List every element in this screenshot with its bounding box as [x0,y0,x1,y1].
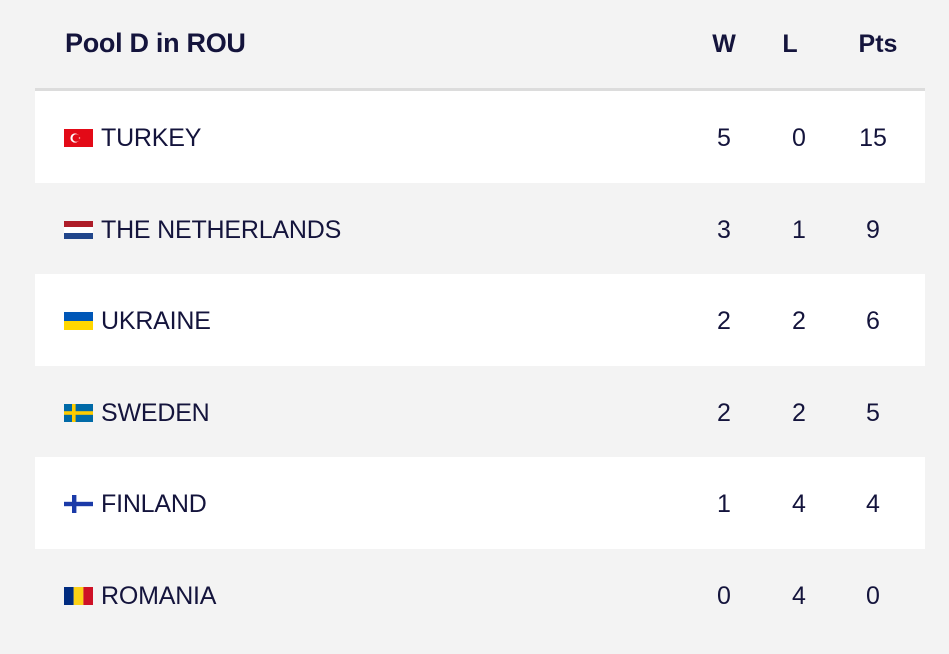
wins-value: 1 [717,490,731,519]
team-name: TURKEY [101,124,202,152]
romania-flag-icon [64,586,93,605]
team-name: THE NETHERLANDS [101,215,342,244]
wins-value: 3 [717,215,731,244]
points-value: 5 [866,398,880,427]
losses-value: 2 [792,398,806,427]
ukraine-flag-icon [64,312,93,331]
points-value: 0 [866,581,880,610]
team-rows: TURKEY 5 0 15 THE NETHERLANDS 3 1 9 [35,91,925,641]
team-name: ROMANIA [101,581,217,610]
table-row: THE NETHERLANDS 3 1 9 [35,182,925,275]
team-name: SWEDEN [101,398,210,427]
points-value: 4 [866,490,880,519]
losses-value: 1 [792,215,806,244]
points-value: 6 [866,307,880,336]
table-row: ROMANIA 0 4 0 [35,548,925,641]
losses-value: 0 [792,124,806,152]
table-row: UKRAINE 2 2 6 [35,274,925,366]
losses-value: 4 [792,490,806,519]
losses-value: 2 [792,307,806,336]
turkey-flag-icon [64,129,93,147]
losses-column-header: L [782,30,798,58]
finland-flag-icon [64,495,93,514]
team-name: UKRAINE [101,307,211,336]
table-header: Pool D in ROU W L Pts [35,0,925,91]
points-value: 15 [859,124,887,152]
pool-title: Pool D in ROU [65,28,246,58]
sweden-flag-icon [64,403,93,422]
wins-value: 2 [717,398,731,427]
table-row: FINLAND 1 4 4 [35,457,925,549]
netherlands-flag-icon [64,220,93,239]
wins-column-header: W [712,30,736,58]
wins-value: 5 [717,124,731,152]
wins-value: 2 [717,307,731,336]
points-column-header: Pts [858,30,898,58]
wins-value: 0 [717,581,731,610]
table-row: TURKEY 5 0 15 [35,91,925,183]
points-value: 9 [866,215,880,244]
table-row: SWEDEN 2 2 5 [35,365,925,458]
standings-table: Pool D in ROU W L Pts TURKEY 5 0 15 [35,0,925,654]
losses-value: 4 [792,581,806,610]
team-name: FINLAND [101,490,207,519]
